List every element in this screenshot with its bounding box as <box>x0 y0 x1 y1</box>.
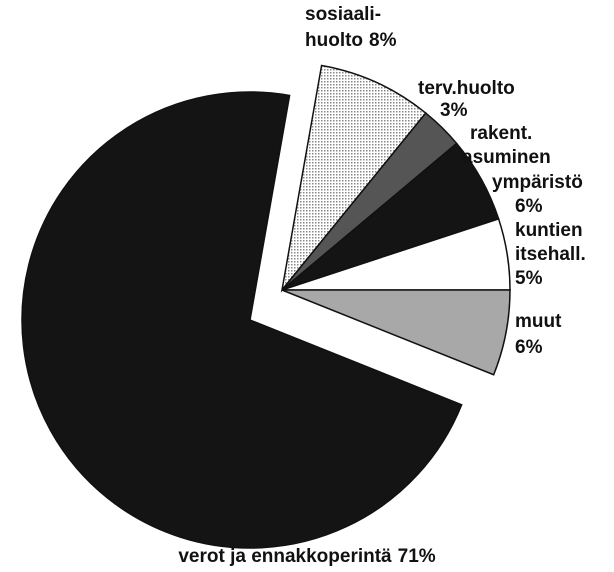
slice-label: huolto 8% <box>305 30 397 51</box>
slice-label-line: huolto <box>305 30 363 51</box>
slice-label: muut <box>515 311 562 332</box>
slice-label-line: sosiaali- <box>305 4 381 25</box>
value-label: 3% <box>440 100 468 121</box>
slice-label: asuminen <box>462 147 551 168</box>
slice-label-line: itsehall. <box>515 244 586 265</box>
slice-label-line: muut <box>515 311 562 332</box>
slice-label-line: kuntien <box>515 220 583 241</box>
slice-label: terv.huolto <box>418 78 515 99</box>
slice-label: ympäristö <box>492 172 583 193</box>
value-label: 6% <box>515 196 543 217</box>
pie-slice <box>281 289 511 376</box>
value-label: 5% <box>515 268 543 289</box>
value-label: 6% <box>515 337 543 358</box>
slice-label: kuntien <box>515 220 583 241</box>
slice-label-line: verot ja ennakkoperintä <box>178 546 392 567</box>
pie-slice <box>280 64 427 293</box>
pie-slice <box>21 91 463 549</box>
slice-label: rakent. <box>470 123 532 144</box>
slice-label: verot ja ennakkoperintä 71% <box>178 546 435 567</box>
slice-label: itsehall. <box>515 244 586 265</box>
value-label: 8% <box>369 30 397 51</box>
slice-label-line: ympäristö <box>492 172 583 193</box>
slice-label: sosiaali- <box>305 4 381 25</box>
value-label: 71% <box>398 546 436 567</box>
slice-label-line: terv.huolto <box>418 78 515 99</box>
slice-label-line: rakent. <box>470 123 532 144</box>
slice-label-line: asuminen <box>462 147 551 168</box>
